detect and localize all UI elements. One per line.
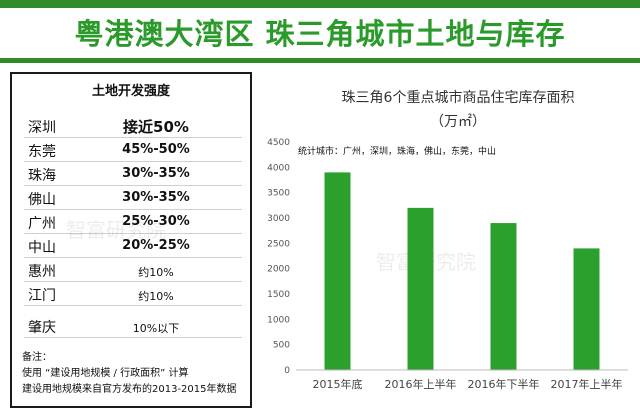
x-tick-label: 2016年上半年 — [385, 377, 457, 391]
row-value: 约10% — [138, 290, 174, 303]
bar — [407, 207, 434, 370]
notes-heading: 备注： — [22, 352, 52, 363]
inventory-bar-chart: 珠三角6个重点城市商品住宅库存面积 （万㎡） 统计城市：广州，深圳，珠海，佛山，… — [267, 89, 628, 391]
y-axis: 0 500 1000 1500 2000 2500 3000 3500 4000 4500 — [267, 138, 290, 376]
y-tick-label: 3500 — [267, 189, 290, 199]
table-row: 中山 20%-25% — [24, 236, 242, 258]
notes-line: 建设用地规模来自官方发布的2013-2015年数据 — [22, 384, 237, 395]
chart-title: 珠三角6个重点城市商品住宅库存面积 — [342, 89, 575, 106]
y-tick-label: 2500 — [267, 239, 290, 249]
row-value: 接近50% — [123, 118, 189, 136]
x-axis: 2015年底 2016年上半年 2016年下半年 2017年上半年 — [296, 369, 628, 391]
table-row: 广州 25%-30% — [24, 212, 242, 234]
x-tick-label: 2015年底 — [313, 377, 363, 391]
land-intensity-table: 土地开发强度 深圳 接近50% 东莞 45%-50% 珠海 30%-35% 佛山… — [10, 72, 252, 408]
y-tick-label: 3000 — [267, 214, 290, 224]
y-tick-label: 500 — [273, 341, 290, 351]
row-city: 佛山 — [28, 192, 56, 208]
bar — [573, 248, 600, 370]
y-tick-label: 1500 — [267, 290, 290, 300]
notes-line: 使用 “建设用地规模 / 行政面积” 计算 — [22, 368, 189, 379]
x-tick-label: 2016年下半年 — [468, 377, 540, 391]
row-city: 深圳 — [28, 120, 56, 136]
row-city: 珠海 — [28, 168, 56, 184]
table-row: 东莞 45%-50% — [24, 140, 242, 162]
x-tick-label: 2017年上半年 — [551, 377, 623, 391]
row-value: 20%-25% — [122, 238, 190, 253]
table-row: 江门 约10% — [24, 284, 242, 306]
row-city: 肇庆 — [28, 320, 56, 336]
row-value: 约10% — [138, 266, 174, 279]
table-notes: 备注： 使用 “建设用地规模 / 行政面积” 计算 建设用地规模来自官方发布的2… — [22, 350, 237, 398]
row-value: 10%以下 — [132, 322, 180, 335]
chart-subtitle: （万㎡） — [430, 114, 486, 130]
row-value: 30%-35% — [122, 166, 190, 181]
table-row: 惠州 约10% — [24, 260, 242, 282]
table-row: 深圳 接近50% — [24, 116, 242, 138]
row-value: 25%-30% — [122, 214, 190, 229]
page-title: 粤港澳大湾区 珠三角城市土地与库存 — [74, 17, 566, 51]
y-tick-label: 4000 — [267, 163, 290, 173]
y-tick-label: 4500 — [267, 138, 290, 148]
header: 粤港澳大湾区 珠三角城市土地与库存 — [0, 8, 640, 56]
row-city: 中山 — [28, 240, 56, 256]
bar — [490, 223, 517, 370]
table-row: 佛山 30%-35% — [24, 188, 242, 210]
table-title: 土地开发强度 — [91, 84, 170, 99]
table-row: 肇庆 10%以下 — [24, 316, 242, 338]
y-tick-label: 2000 — [267, 265, 290, 275]
bars — [324, 172, 600, 370]
row-city: 惠州 — [28, 264, 56, 280]
row-city: 广州 — [28, 216, 56, 232]
y-tick-label: 0 — [284, 366, 290, 376]
table-row: 珠海 30%-35% — [24, 164, 242, 186]
chart-annotation: 统计城市：广州，深圳，珠海，佛山，东莞，中山 — [298, 145, 496, 157]
watermark: 智富研究院 — [66, 218, 166, 242]
row-value: 45%-50% — [122, 142, 190, 157]
row-city: 东莞 — [28, 144, 56, 160]
header-divider — [0, 58, 640, 63]
header-top-bar — [0, 0, 640, 8]
y-tick-label: 1000 — [267, 315, 290, 325]
bar — [324, 172, 351, 370]
row-value: 30%-35% — [122, 190, 190, 205]
row-city: 江门 — [28, 288, 56, 304]
